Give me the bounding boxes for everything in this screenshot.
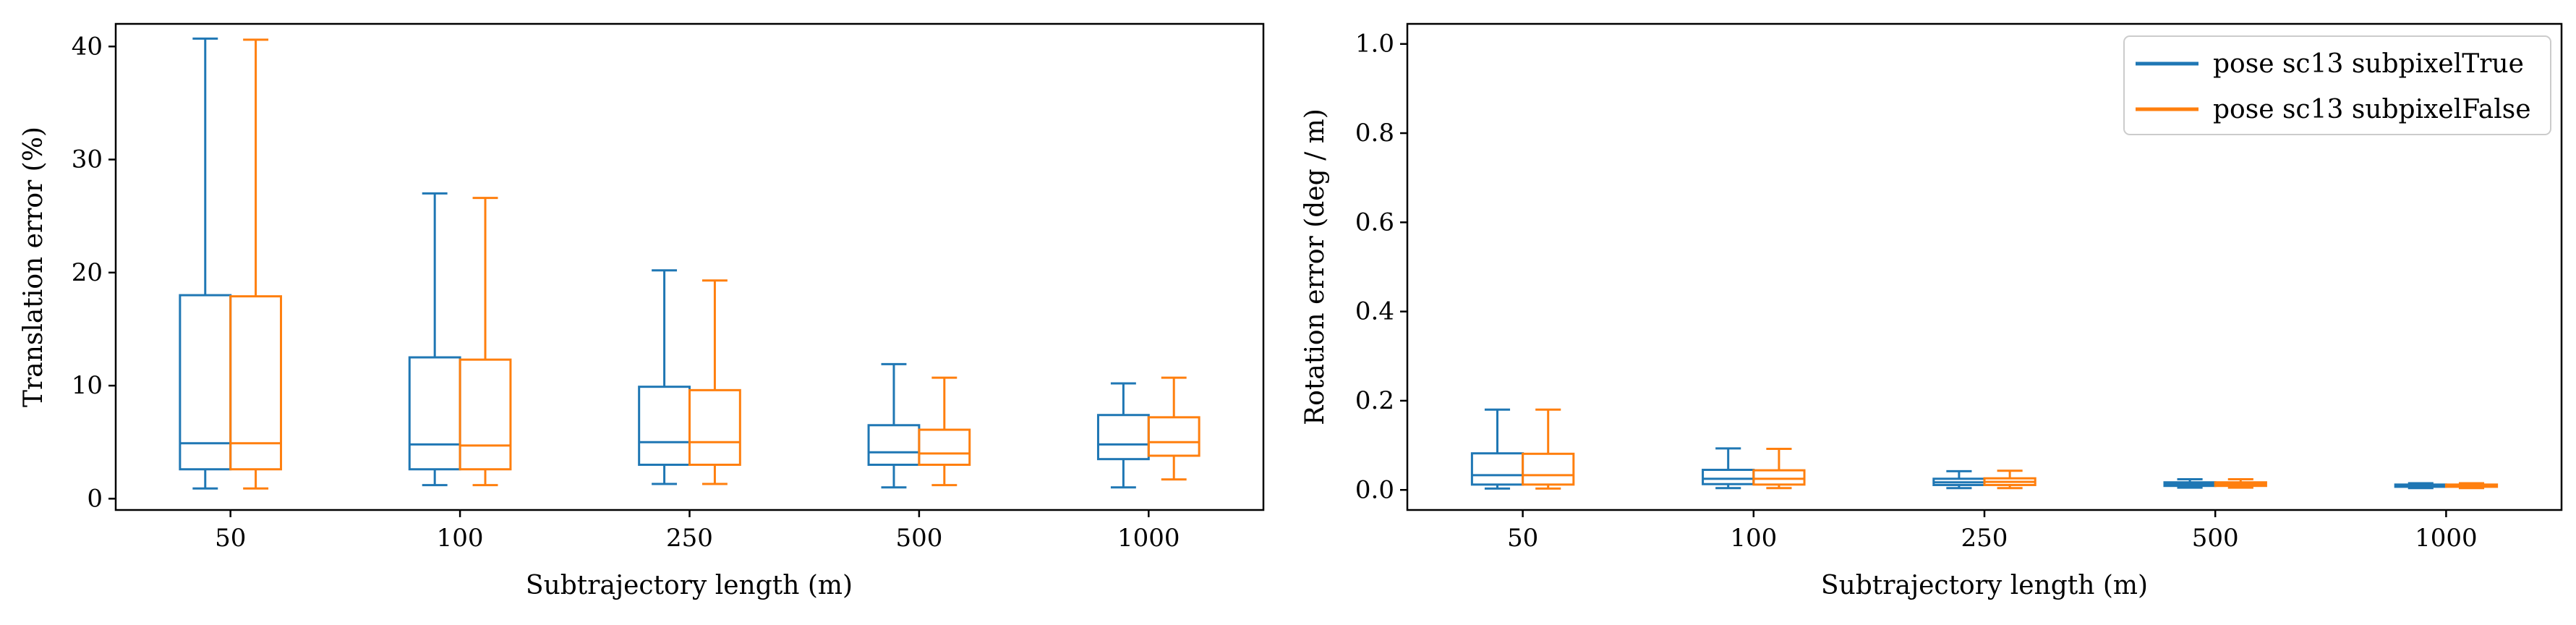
translation-x-axis-label: Subtrajectory length (m) [526, 571, 853, 600]
iqr-box [229, 295, 283, 471]
rotation-y-tick-label: 0.8 [1355, 119, 1394, 148]
translation-y-tick-label: 40 [72, 32, 103, 61]
rotation-box-subpixel-false-100 [1752, 448, 1806, 490]
translation-box-subpixel-false-50 [229, 38, 283, 490]
translation-box-subpixel-true-50 [179, 37, 232, 490]
rotation-x-tick-label: 250 [1961, 524, 2008, 553]
rotation-x-tick-label: 1000 [2415, 524, 2478, 553]
legend-frame [2123, 35, 2551, 135]
iqr-box [1522, 452, 1575, 486]
translation-x-tick-label: 1000 [1117, 524, 1180, 553]
rotation-x-axis-label: Subtrajectory length (m) [1821, 571, 2148, 600]
rotation-x-tick-label: 100 [1730, 524, 1777, 553]
rotation-box-subpixel-false-500 [2214, 477, 2267, 489]
iqr-box [688, 388, 741, 466]
translation-x-tick-label: 250 [666, 524, 713, 553]
translation-y-tick-label: 0 [87, 484, 103, 513]
translation-error-panel: 0 10 20 30 40 50 100 250 500 1000 Subtrajectory … [19, 22, 1265, 600]
rotation-y-tick-label: 0.4 [1355, 297, 1394, 326]
rotation-x-tick-label: 500 [2192, 524, 2239, 553]
translation-y-tick-label: 20 [72, 258, 103, 287]
rotation-y-tick-label: 0.6 [1355, 208, 1394, 237]
translation-x-tick-label: 50 [215, 524, 246, 553]
translation-x-tick-label: 500 [895, 524, 942, 553]
rotation-y-ticks: 0.0 0.2 0.4 0.6 0.8 1.0 [1355, 30, 1407, 504]
rotation-x-ticks: 50 100 250 500 1000 [1507, 510, 2478, 553]
translation-box-subpixel-false-250 [688, 279, 741, 485]
translation-box-subpixel-false-500 [918, 376, 971, 487]
translation-x-tick-label: 100 [437, 524, 484, 553]
rotation-boxplot-marks [1470, 408, 2499, 490]
iqr-box [1752, 469, 1806, 486]
rotation-plot-frame [1406, 22, 2563, 511]
iqr-box [1147, 416, 1200, 457]
translation-box-subpixel-false-1000 [1147, 376, 1200, 481]
rotation-box-subpixel-true-1000 [2394, 482, 2447, 490]
translation-y-ticks: 0 10 20 30 40 [72, 32, 116, 513]
translation-y-tick-label: 10 [72, 371, 103, 400]
legend-label-subpixel-true: pose sc13 subpixelTrue [2213, 49, 2524, 79]
translation-box-subpixel-false-100 [459, 197, 512, 487]
translation-y-tick-label: 30 [72, 145, 103, 174]
legend-label-subpixel-false: pose sc13 subpixelFalse [2213, 95, 2531, 124]
rotation-y-axis-label: Rotation error (deg / m) [1300, 109, 1330, 425]
rotation-error-panel: 0.0 0.2 0.4 0.6 0.8 1.0 50 100 250 500 1000 Subtr… [1300, 22, 2563, 600]
translation-plot-frame [114, 22, 1265, 511]
iqr-box [918, 428, 971, 466]
rotation-y-tick-label: 1.0 [1355, 30, 1394, 59]
legend: pose sc13 subpixelTrue pose sc13 subpixe… [2123, 35, 2551, 135]
rotation-box-subpixel-false-250 [1983, 469, 2037, 490]
translation-y-axis-label: Translation error (%) [19, 127, 48, 407]
translation-x-ticks: 50 100 250 500 1000 [215, 510, 1180, 553]
rotation-box-subpixel-true-500 [2163, 477, 2217, 489]
translation-boxplot-marks [179, 37, 1200, 490]
rotation-box-subpixel-false-50 [1522, 408, 1575, 490]
iqr-box [459, 358, 512, 471]
rotation-y-tick-label: 0.0 [1355, 475, 1394, 504]
rotation-y-tick-label: 0.2 [1355, 386, 1394, 415]
rotation-box-subpixel-false-1000 [2444, 482, 2499, 490]
rotation-x-tick-label: 50 [1507, 524, 1538, 553]
